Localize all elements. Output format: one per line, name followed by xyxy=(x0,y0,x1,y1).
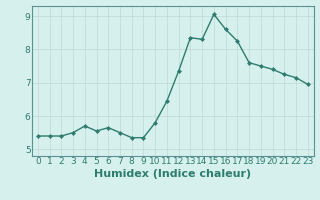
X-axis label: Humidex (Indice chaleur): Humidex (Indice chaleur) xyxy=(94,169,252,179)
